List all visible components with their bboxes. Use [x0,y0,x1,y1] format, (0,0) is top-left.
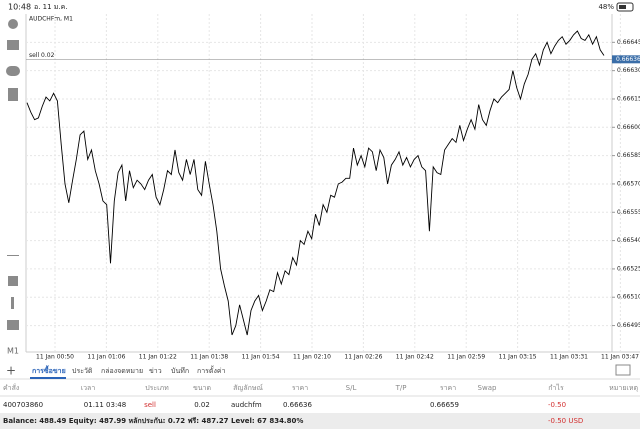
y-tick-label: 0.66570 [617,180,640,187]
price-line [26,30,605,336]
column-header: หมายเหตุ [609,384,638,392]
column-header: ขนาด [193,384,211,392]
x-tick-label: 11 Jan 00:50 [36,354,74,361]
left-toolbar [6,19,20,330]
tab[interactable]: การตั้งค่า [197,364,226,375]
add-button[interactable]: + [6,364,16,378]
x-tick-label: 11 Jan 03:47 [601,354,639,361]
summary-bar [0,413,640,429]
x-tick-label: 11 Jan 03:15 [499,354,537,361]
y-tick-label: 0.66525 [617,265,640,272]
status-bar [0,0,640,14]
cell-type: sell [144,401,156,409]
x-tick-label: 11 Jan 03:31 [550,354,588,361]
sell-price-label: 0.66636 [616,56,640,63]
column-header: สัญลักษณ์ [233,384,263,392]
y-tick-label: 0.66630 [617,67,640,74]
chart-title: AUDCHFm, M1 [29,16,73,23]
column-header: T/P [395,384,407,392]
x-tick-label: 11 Jan 01:38 [190,354,228,361]
cell-size: 0.02 [194,401,210,409]
column-header: คำสั่ง [3,383,19,392]
summary-profit: -0.50 USD [548,417,583,425]
tab[interactable]: บันทึก [171,366,189,375]
x-tick-label: 11 Jan 01:06 [87,354,125,361]
cell-time: 01.11 03:48 [84,401,126,409]
x-tick-label: 11 Jan 01:54 [242,354,280,361]
y-tick-label: 0.66615 [617,95,640,102]
y-tick-label: 0.66585 [617,152,640,159]
x-tick-label: 11 Jan 02:59 [447,354,485,361]
tab[interactable]: ประวัติ [72,367,93,375]
terminal-menu[interactable] [615,364,631,376]
tab[interactable]: การซื้อขาย [32,364,66,375]
crosshair-icon[interactable] [7,255,19,256]
y-tick-label: 0.66555 [617,209,640,216]
column-header: ราคา [440,384,456,392]
y-tick-label: 0.66540 [617,237,640,244]
trade-icon[interactable] [7,40,19,50]
timeframe[interactable]: M1 [7,347,19,356]
y-tick-label: 0.66645 [617,39,640,46]
chat-icon[interactable] [6,66,20,76]
tab[interactable]: กล่องจดหมาย [101,367,143,375]
sell-line-label: sell 0.02 [29,52,55,59]
new-order-icon[interactable] [8,88,18,101]
cell-symbol: audchfm [231,401,262,409]
cell-price: 0.66636 [283,401,312,409]
x-tick-label: 11 Jan 02:10 [293,354,331,361]
cell-order: 400703860 [3,401,43,409]
objects-icon[interactable] [7,320,19,330]
cell-profit: -0.50 [548,401,566,409]
column-header: S/L [346,384,357,392]
battery-icon [616,2,634,12]
status-date: อ. 11 ม.ค. [34,3,68,11]
y-tick-label: 0.66600 [617,124,640,131]
column-header: Swap [478,384,497,392]
tab[interactable]: ข่าว [149,367,162,375]
summary-text: Balance: 488.49 Equity: 487.99 หลักประกั… [3,417,303,425]
function-icon[interactable] [11,297,14,309]
sell-price-box [612,55,640,64]
column-header: ราคา [292,384,308,392]
account-icon[interactable] [8,19,18,29]
column-header: เวลา [81,384,96,392]
x-tick-label: 11 Jan 02:26 [344,354,382,361]
battery-level [619,5,626,9]
x-tick-label: 11 Jan 01:22 [139,354,177,361]
column-header: ประเภท [145,384,169,392]
status-battery: 48% [598,3,614,11]
y-tick-label: 0.66510 [617,294,640,301]
cell-current-price: 0.66659 [430,401,459,409]
y-tick-label: 0.66495 [617,322,640,329]
column-header: กำไร [548,383,564,392]
indicator-icon[interactable] [8,276,18,286]
status-time: 10:48 [8,3,31,12]
x-tick-label: 11 Jan 02:42 [396,354,434,361]
